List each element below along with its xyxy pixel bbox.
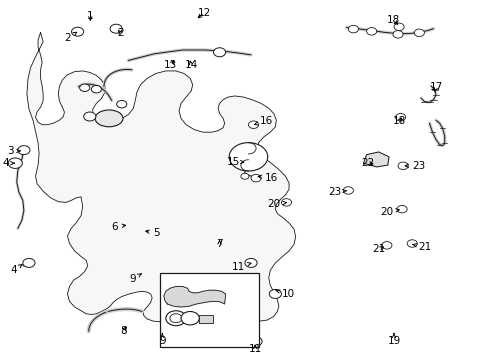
Circle shape — [367, 28, 377, 35]
Text: 7: 7 — [216, 239, 223, 248]
Circle shape — [393, 31, 403, 38]
Text: 18: 18 — [386, 15, 400, 25]
Circle shape — [343, 187, 353, 194]
Circle shape — [407, 240, 417, 247]
Circle shape — [248, 121, 259, 129]
Text: 2: 2 — [64, 32, 77, 43]
Circle shape — [84, 112, 96, 121]
Polygon shape — [364, 152, 389, 167]
Circle shape — [250, 337, 262, 346]
Text: 9: 9 — [159, 334, 166, 346]
Text: 5: 5 — [146, 228, 160, 238]
Circle shape — [23, 258, 35, 267]
Bar — [160, 273, 259, 347]
Text: 20: 20 — [267, 199, 287, 209]
Text: 15: 15 — [226, 157, 244, 167]
Text: 21: 21 — [413, 242, 432, 252]
Circle shape — [270, 289, 281, 298]
Circle shape — [348, 25, 359, 33]
Polygon shape — [164, 287, 226, 307]
Circle shape — [181, 311, 199, 325]
Text: 11: 11 — [248, 344, 262, 354]
Text: 22: 22 — [361, 158, 374, 168]
Circle shape — [8, 158, 23, 168]
Circle shape — [18, 146, 30, 154]
Text: 20: 20 — [380, 207, 399, 217]
Text: 9: 9 — [129, 274, 141, 284]
Text: 2: 2 — [118, 28, 124, 38]
Text: 18: 18 — [393, 116, 406, 126]
Circle shape — [382, 242, 392, 249]
Circle shape — [251, 174, 261, 182]
Circle shape — [245, 258, 257, 267]
Text: 10: 10 — [276, 289, 294, 299]
Text: 23: 23 — [405, 161, 425, 171]
Circle shape — [414, 29, 424, 37]
Text: 6: 6 — [112, 222, 125, 232]
Circle shape — [72, 27, 84, 36]
Circle shape — [281, 199, 292, 206]
Circle shape — [166, 311, 186, 326]
Circle shape — [91, 85, 101, 93]
Bar — [199, 315, 214, 323]
Text: 21: 21 — [372, 244, 386, 254]
Text: 13: 13 — [164, 60, 177, 70]
Circle shape — [214, 48, 226, 57]
Text: 11: 11 — [232, 262, 251, 272]
Ellipse shape — [95, 110, 123, 127]
Circle shape — [170, 314, 182, 323]
Text: 17: 17 — [429, 82, 442, 93]
Text: 19: 19 — [388, 334, 401, 346]
Circle shape — [229, 143, 268, 171]
Text: 14: 14 — [185, 60, 198, 70]
Text: 1: 1 — [87, 12, 94, 21]
Circle shape — [394, 23, 404, 31]
Circle shape — [241, 173, 249, 179]
Circle shape — [397, 206, 407, 213]
Text: 16: 16 — [254, 116, 273, 126]
Circle shape — [117, 100, 127, 108]
Text: 8: 8 — [120, 326, 126, 336]
Text: 16: 16 — [258, 173, 278, 183]
Text: 12: 12 — [198, 8, 211, 18]
Text: 4: 4 — [10, 265, 22, 275]
Text: 23: 23 — [328, 187, 347, 197]
Circle shape — [110, 24, 122, 33]
Circle shape — [398, 162, 408, 170]
Circle shape — [395, 113, 406, 121]
Circle shape — [80, 84, 90, 91]
Text: 4: 4 — [2, 158, 14, 168]
Text: 3: 3 — [7, 146, 20, 156]
Polygon shape — [27, 32, 295, 322]
